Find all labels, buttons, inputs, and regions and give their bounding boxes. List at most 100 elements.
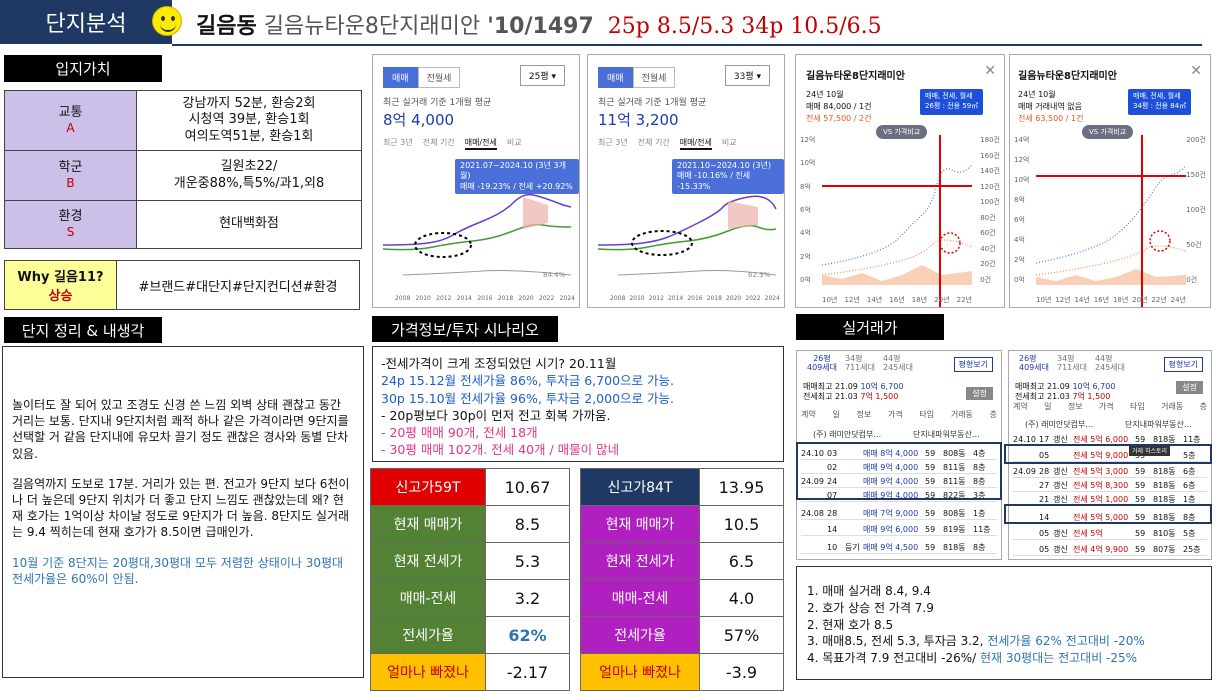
- chart-caption: 최근 실거래 기준 1개월 평균: [598, 98, 707, 108]
- tab-rent[interactable]: 전월세: [417, 67, 461, 88]
- tab-34[interactable]: 34평 711세대: [845, 354, 875, 372]
- x-axis: 10년 12년 14년 16년 18년 20년 22년 24년: [1036, 296, 1186, 304]
- stat-label: 전세가율: [580, 616, 700, 654]
- chart-ratio: 84.4%: [543, 271, 566, 279]
- chart-sale: 매매 거래내역 없음: [1018, 102, 1082, 111]
- stat-label: 얼마나 빠졌나: [580, 653, 700, 691]
- stat-label: 매매-전세: [580, 579, 700, 617]
- ref-line-v: [939, 135, 941, 307]
- ref-line-h: [1036, 175, 1186, 177]
- tab-26[interactable]: 26평 409세대: [807, 354, 837, 372]
- broker-2[interactable]: 단지내파워부동산…: [913, 430, 980, 439]
- table-row[interactable]: 24.09 24 매매 9억 4,000 59 811동 8층: [801, 475, 997, 488]
- deal-list-sale: 26평 409세대 34평 711세대 44평 245세대 평형보기 매매최고 21.…: [796, 350, 1002, 560]
- compare-button[interactable]: VS 가격비교: [876, 125, 928, 139]
- table-row[interactable]: 14 매매 9억 6,000 59 819동 11층: [801, 523, 997, 536]
- tab-44[interactable]: 44평 245세대: [1095, 354, 1125, 372]
- chart-title: 길음뉴타운8단지래미안: [806, 71, 905, 82]
- max-rent-value: 7억 1,500: [860, 392, 899, 401]
- chart-filter-badge[interactable]: 매매, 전세, 월세 34평 : 전용 84㎡: [1128, 89, 1192, 115]
- settings-button[interactable]: 설정: [966, 387, 993, 400]
- chart-title: 길음뉴타운8단지래미안: [1018, 71, 1117, 82]
- view-size-button[interactable]: 평형보기: [1163, 357, 1203, 372]
- scen-l6: - 30평 매매 102개. 전세 40개 / 매물이 많네: [381, 442, 620, 458]
- stat-label: 현재 매매가: [580, 505, 700, 543]
- broker-1[interactable]: (주) 래미안닷컴부…: [813, 430, 882, 439]
- table-row[interactable]: 05 갱신 전세 4억 9,900 59 807동 25층: [1013, 543, 1207, 556]
- page-title: 길음동 길음뉴타운8단지래미안 '10/1497 25p 8.5/5.3 34p…: [196, 8, 882, 40]
- stat-value: -2.17: [485, 653, 570, 691]
- close-icon[interactable]: ✕: [1190, 63, 1202, 79]
- scen-l4: - 20p평보다 30p이 먼저 전고 회복 가까움.: [381, 407, 611, 423]
- settings-button[interactable]: 설정: [1176, 381, 1203, 394]
- tab-26[interactable]: 26평 409세대: [1019, 354, 1049, 372]
- notes-title: 단지 정리 & 내생각: [4, 317, 162, 343]
- compare-button[interactable]: VS 가격비교: [1082, 125, 1134, 139]
- location-title: 입지가치: [4, 55, 162, 82]
- chart-price: 11억 3,200: [598, 111, 679, 129]
- tab-44[interactable]: 44평 245세대: [883, 354, 913, 372]
- y-axis-left: 12억 10억 8억 6억 4억 2억 0억: [800, 136, 816, 284]
- highlight-box: [1004, 504, 1212, 524]
- stats-59: 신고가59T 10.67 현재 매매가 8.5 현재 전세가 5.3 매매-전세 3.2…: [370, 468, 570, 691]
- stat-value: 10.67: [485, 468, 570, 506]
- scen-l2: 24p 15.12월 전세가율 86%, 투자금 6,700으로 가능.: [381, 373, 674, 389]
- sub-saleRent[interactable]: 매매/전세: [679, 137, 712, 150]
- tab-sale[interactable]: 매매: [598, 67, 633, 88]
- why-tags: #브랜드#대단지#단지컨디션#환경: [138, 279, 338, 295]
- stat-value: 62%: [485, 616, 570, 654]
- price-chart-33: 매매 전월세 33평 ▾ 최근 실거래 기준 1개월 평균 11억 3,200 최…: [587, 54, 785, 308]
- table-row[interactable]: 02 매매 9억 4,000 59 811동 8층: [801, 461, 997, 474]
- chart-years: 2008 2010 2012 2014 2016 2018 2020 2022 2024: [395, 295, 575, 302]
- stat-value: 10.5: [699, 505, 784, 543]
- max-sale-label: 매매최고 21.09: [803, 382, 858, 391]
- chart-sale: 매매 84,000 / 1건: [806, 102, 872, 111]
- broker-2[interactable]: 단지내파워부동산…: [1125, 420, 1192, 429]
- sub-all[interactable]: 전체 기간: [637, 138, 670, 147]
- sub-compare[interactable]: 비교: [721, 138, 737, 147]
- sum-l5a: 4. 목표가격 7.9 전고대비 -26%/: [807, 651, 980, 666]
- stat-value: 5.3: [485, 542, 570, 580]
- smiley-icon: [152, 6, 182, 36]
- table-row[interactable]: 05 갱신 전세 5억 59 810동 5층: [1013, 527, 1207, 540]
- size-select[interactable]: 25평 ▾: [519, 65, 565, 86]
- chart-filter-badge[interactable]: 매매, 전세, 월세 26평 : 전용 59㎡: [920, 89, 984, 115]
- size-select[interactable]: 33평 ▾: [724, 65, 770, 86]
- stat-label: 현재 전세가: [370, 542, 486, 580]
- sub-compare[interactable]: 비교: [506, 138, 522, 147]
- view-size-button[interactable]: 평형보기: [953, 357, 993, 372]
- sub-all[interactable]: 전체 기간: [422, 138, 455, 147]
- table-row[interactable]: 24.09 28 갱신 전세 5억 3,000 59 818동 6층: [1013, 465, 1207, 478]
- max-rent-value: 7억 1,500: [1072, 392, 1111, 401]
- trade-chart-34: 길음뉴타운8단지래미안 ✕ 24년 10월 매매 거래내역 없음 전세 63,5…: [1009, 54, 1211, 308]
- table-row[interactable]: 24.08 28 매매 7억 9,000 59 808동 1층: [801, 507, 997, 520]
- stat-value: 8.5: [485, 505, 570, 543]
- broker-1[interactable]: (주) 래미안닷컴부…: [1025, 420, 1094, 429]
- stat-label: 현재 전세가: [580, 542, 700, 580]
- table-row[interactable]: 10 등기 매매 9억 4,500 59 818동 8층: [801, 541, 997, 554]
- stat-value: 6.5: [699, 542, 784, 580]
- tab-sale[interactable]: 매매: [383, 67, 418, 88]
- chart-date: 24년 10월: [806, 90, 844, 99]
- sub-saleRent[interactable]: 매매/전세: [464, 137, 497, 150]
- highlight-box: [796, 442, 1002, 500]
- tab-34[interactable]: 34평 711세대: [1057, 354, 1087, 372]
- highlight-box: [1004, 444, 1212, 464]
- table-row[interactable]: 24.10 03 매매 8억 4,000 59 808동 4층: [801, 447, 997, 460]
- table-row[interactable]: 27 갱신 전세 5억 8,300 59 818동 6층: [1013, 479, 1207, 492]
- y-axis-right: 180건 160건 140건 120건 100건 80건 60건 40건 20건 0건: [980, 136, 1000, 284]
- year-units: '10/1497: [487, 14, 594, 39]
- tab-rent[interactable]: 전월세: [632, 67, 676, 88]
- stat-value: 57%: [699, 616, 784, 654]
- sub-3y[interactable]: 최근 3년: [383, 138, 413, 147]
- chart-rent: 전세 57,500 / 2건: [806, 114, 872, 123]
- sub-3y[interactable]: 최근 3년: [598, 138, 628, 147]
- y-axis-left: 14억 12억 10억 8억 6억 4억 2억 0억: [1014, 136, 1030, 284]
- header-prices: 25p 8.5/5.3 34p 10.5/6.5: [607, 14, 882, 39]
- stat-label: 신고가84T: [580, 468, 700, 506]
- note-p2: 길음역까지 도보로 17분. 거리가 있는 편. 전고가 9단지 보다 6천이나…: [12, 476, 350, 540]
- close-icon[interactable]: ✕: [984, 63, 996, 79]
- location-table: 교통 A 강남까지 52분, 환승2회 시청역 39분, 환승1회 여의도역51분, …: [4, 90, 362, 249]
- scen-l5: - 20평 매매 90개, 전세 18개: [381, 425, 538, 440]
- table-row[interactable]: 07 매매 9억 4,000 59 822동 3층: [801, 489, 997, 502]
